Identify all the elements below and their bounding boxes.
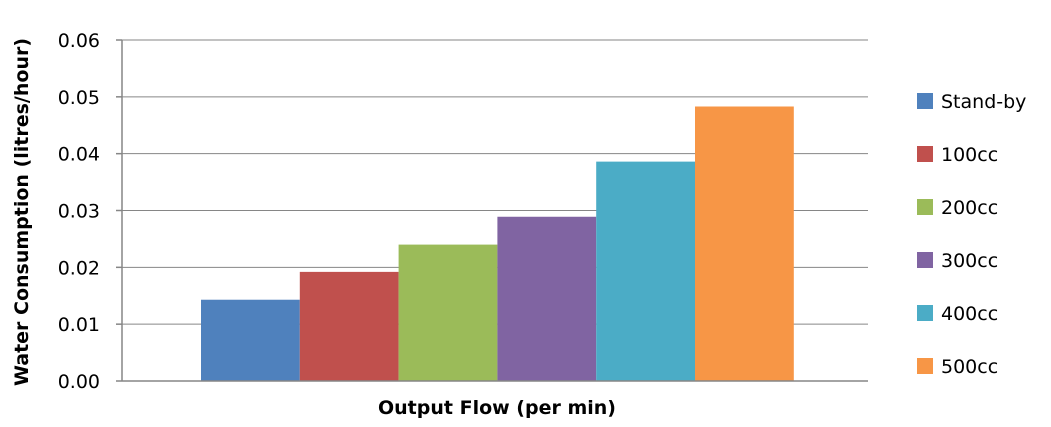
legend-swatch	[917, 358, 933, 374]
legend: Stand-by 100cc 200cc 300cc 400cc 500cc	[917, 91, 1026, 378]
y-tick-label: 0.01	[58, 314, 100, 336]
legend-label: Stand-by	[941, 91, 1026, 113]
legend-swatch	[917, 146, 933, 162]
bar-100cc	[299, 271, 399, 381]
bar-400cc	[596, 161, 695, 381]
y-axis-title: Water Consumption (litres/hour)	[11, 38, 33, 386]
y-tick-label: 0.03	[58, 201, 100, 223]
legend-label: 200cc	[941, 197, 998, 219]
bar-300cc	[497, 216, 597, 381]
legend-swatch	[917, 199, 933, 215]
x-axis-title: Output Flow (per min)	[378, 397, 616, 419]
y-tick-label: 0.00	[58, 371, 100, 393]
y-tick-label: 0.05	[58, 87, 100, 109]
legend-label: 300cc	[941, 250, 998, 272]
legend-label: 500cc	[941, 356, 998, 378]
y-tick-label: 0.04	[58, 144, 100, 166]
legend-swatch	[917, 93, 933, 109]
y-tick-labels: 0.00 0.01 0.02 0.03 0.04 0.05 0.06	[58, 30, 100, 393]
bar-stand-by	[201, 299, 300, 381]
axes	[116, 39, 868, 382]
legend-swatch	[917, 252, 933, 268]
legend-label: 400cc	[941, 303, 998, 325]
legend-label: 100cc	[941, 144, 998, 166]
bar-500cc	[695, 106, 794, 382]
y-tick-label: 0.06	[58, 30, 100, 52]
bar-200cc	[398, 244, 498, 381]
legend-swatch	[917, 305, 933, 321]
y-tick-label: 0.02	[58, 257, 100, 279]
bars	[201, 106, 794, 382]
